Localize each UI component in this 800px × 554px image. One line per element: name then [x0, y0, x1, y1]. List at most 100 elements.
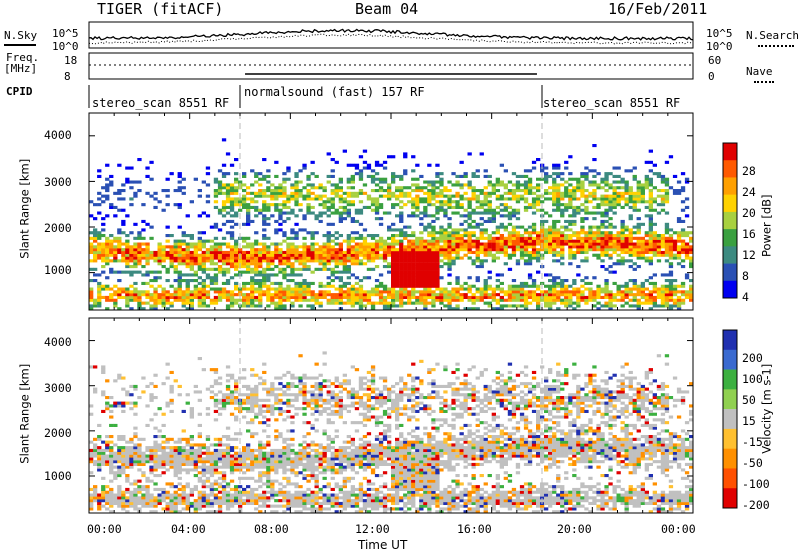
velocity-cell [254, 499, 259, 503]
power-cell [411, 267, 416, 271]
power-cell [568, 245, 573, 249]
velocity-cell [213, 382, 219, 386]
power-cell [403, 265, 408, 269]
power-cell [278, 256, 283, 260]
power-cell [507, 298, 513, 302]
power-cell [519, 234, 525, 238]
velocity-cell [242, 454, 247, 458]
power-cell [129, 245, 134, 249]
power-cell [141, 307, 146, 311]
power-cell [322, 189, 327, 193]
power-cell [548, 307, 553, 311]
power-cell [391, 250, 396, 254]
power-cell [419, 217, 424, 221]
power-cell [242, 236, 247, 240]
velocity-cell [242, 462, 247, 466]
power-cell [177, 253, 182, 257]
power-cell [137, 301, 142, 305]
power-cell [560, 248, 565, 252]
power-cell [358, 208, 364, 212]
power-cell [338, 279, 343, 283]
power-cell [262, 267, 267, 271]
velocity-cell [177, 448, 182, 452]
power-cell [370, 177, 376, 181]
power-cell [262, 248, 267, 252]
power-cell [608, 217, 613, 221]
velocity-cell [189, 454, 194, 458]
power-cell [576, 197, 581, 201]
velocity-cell [217, 451, 223, 455]
power-cell [201, 242, 206, 246]
power-cell [684, 242, 690, 246]
power-cell [290, 279, 295, 283]
power-cell [225, 304, 231, 308]
power-cell [652, 234, 657, 238]
power-cell [431, 239, 436, 243]
power-cell [338, 259, 343, 263]
velocity-cell [177, 437, 182, 441]
power-cell [165, 194, 170, 198]
velocity-cell [125, 501, 130, 505]
power-cell [427, 256, 432, 260]
velocity-cell [229, 376, 235, 380]
velocity-cell [109, 471, 114, 475]
power-cell [354, 276, 360, 280]
power-cell [411, 270, 416, 274]
power-cell [399, 248, 404, 252]
power-cell [177, 279, 182, 283]
power-cell [519, 174, 525, 178]
power-cell [262, 253, 267, 257]
power-cell [113, 304, 118, 308]
power-cell [471, 186, 476, 190]
power-cell [644, 301, 649, 305]
velocity-cell [229, 504, 235, 508]
velocity-cell [225, 482, 231, 486]
power-cell [640, 248, 645, 252]
power-cell [684, 197, 690, 201]
power-cell [213, 236, 219, 240]
velocity-cell [262, 370, 267, 374]
power-cell [258, 273, 263, 277]
power-cell [238, 287, 243, 291]
power-cell [225, 307, 231, 311]
power-cell [370, 203, 376, 207]
power-cell [362, 160, 368, 164]
power-cell [282, 307, 287, 311]
power-cell [652, 304, 657, 308]
power-cell [471, 234, 476, 238]
velocity-cell [109, 454, 114, 458]
power-cell [419, 186, 424, 190]
velocity-cell [117, 501, 122, 505]
power-cell [427, 194, 432, 198]
power-cell [197, 236, 202, 240]
power-cell [246, 265, 251, 269]
power-cell [217, 242, 223, 246]
power-cell [387, 245, 392, 249]
power-cell [338, 290, 343, 294]
power-cell [580, 242, 585, 246]
power-cell [443, 242, 448, 246]
power-cell [262, 214, 267, 218]
power-cell [246, 287, 251, 291]
velocity-cell [149, 479, 154, 483]
power-cell [531, 200, 537, 204]
power-cell [407, 298, 412, 302]
power-cell [660, 245, 666, 249]
power-cell [576, 231, 581, 235]
power-cell [105, 298, 110, 302]
velocity-cell [133, 482, 138, 486]
power-cell [314, 295, 319, 299]
power-cell [556, 245, 561, 249]
velocity-cell [197, 443, 202, 447]
velocity-cell [217, 390, 223, 394]
power-cell [274, 189, 279, 193]
power-cell [515, 262, 521, 266]
power-cell [374, 245, 380, 249]
power-cell [608, 242, 613, 246]
velocity-cell [153, 446, 158, 450]
power-cell [608, 290, 613, 294]
velocity-cell [93, 462, 98, 466]
velocity-cell [250, 448, 255, 452]
power-cell [101, 222, 106, 226]
velocity-cell [229, 393, 235, 397]
